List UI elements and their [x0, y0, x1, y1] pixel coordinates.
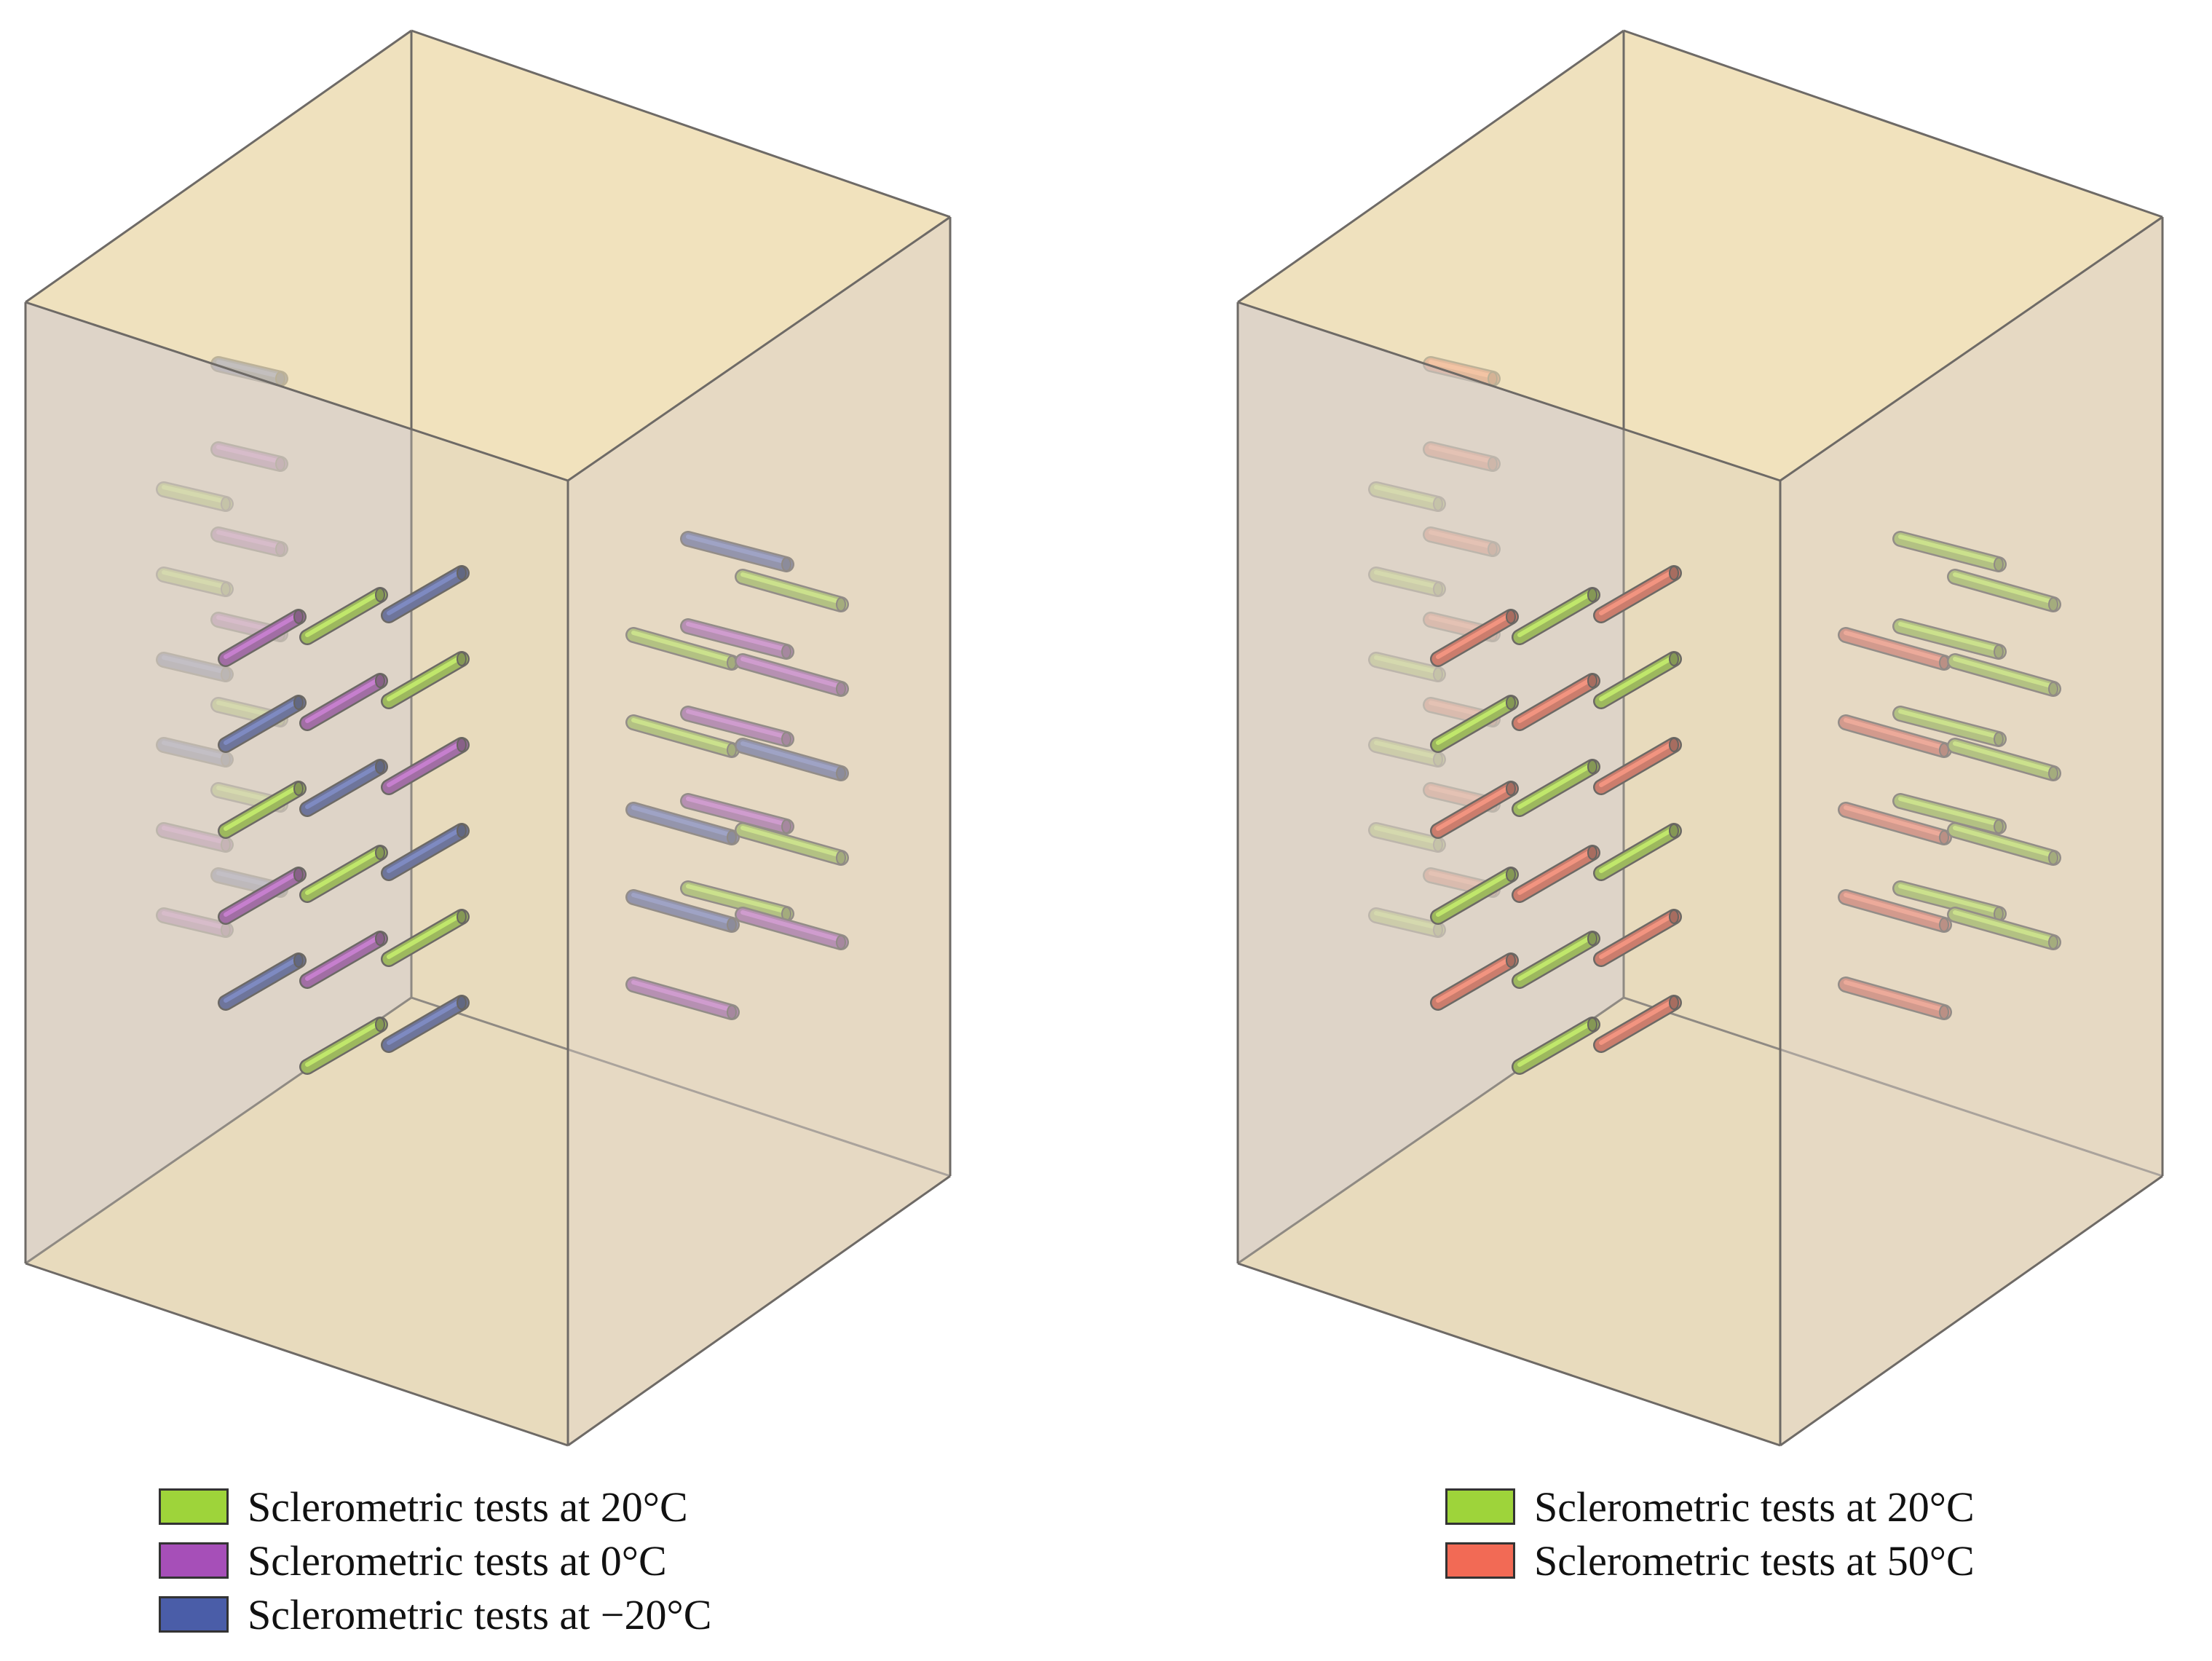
- left-rod-back-faded: [156, 737, 234, 768]
- left-rod-back-faded: [156, 481, 234, 512]
- legend-label-50c: Sclerometric tests at 50°C: [1534, 1536, 1975, 1585]
- legend-item-0c: Sclerometric tests at 0°C: [159, 1534, 711, 1587]
- right-rod-front: [1430, 609, 1519, 667]
- left-rod-front: [299, 845, 388, 903]
- left-edge: [25, 1262, 569, 1447]
- legend-item-20c-right: Sclerometric tests at 20°C: [1445, 1480, 1975, 1534]
- left-rod-back-faded: [156, 567, 234, 597]
- left-edge: [411, 29, 951, 218]
- legend-label-20c: Sclerometric tests at 20°C: [248, 1483, 688, 1531]
- right-rod-front: [1593, 823, 1682, 881]
- right-edge: [1237, 301, 1781, 482]
- left-rod-front: [381, 737, 470, 795]
- left-rod-front: [381, 651, 470, 709]
- legend-label-20c-right: Sclerometric tests at 20°C: [1534, 1483, 1975, 1531]
- left-edge: [25, 29, 412, 304]
- left-front-right-face: [568, 217, 950, 1445]
- legend-swatch-minus20c: [159, 1596, 229, 1633]
- right-rod-front: [1593, 909, 1682, 967]
- right-rod-front: [1430, 781, 1519, 839]
- left-rod-front: [299, 1017, 388, 1075]
- right-top-face: [1238, 31, 2162, 481]
- right-rod-front: [1512, 845, 1600, 903]
- left-rod-back-faded: [156, 822, 234, 853]
- legend-label-minus20c: Sclerometric tests at −20°C: [248, 1590, 712, 1638]
- left-rod-front: [299, 673, 388, 731]
- left-rod-front: [218, 952, 307, 1011]
- left-rod-front: [218, 781, 307, 839]
- right-rod-front: [1430, 695, 1519, 753]
- right-rod-back-faded: [1368, 822, 1446, 853]
- left-rod-front: [218, 867, 307, 925]
- right-rod-back-faded: [1423, 526, 1501, 557]
- right-rod-front: [1512, 673, 1600, 731]
- right-rod-back-faded: [1368, 481, 1446, 512]
- right-rod-front: [1593, 737, 1682, 795]
- left-edge: [25, 301, 569, 482]
- legend-left: Sclerometric tests at 20°C Sclerometric …: [159, 1480, 711, 1641]
- left-rod-front: [381, 565, 470, 623]
- right-rod-back-faded: [1423, 356, 1501, 387]
- right-rod-front: [1512, 587, 1600, 645]
- left-rod-front: [381, 823, 470, 881]
- left-top-face: [25, 31, 950, 481]
- box-right-figure: [1236, 29, 2164, 1447]
- right-rod-back-faded: [1368, 652, 1446, 682]
- left-rod-front: [381, 995, 470, 1053]
- right-front-left-face: [1238, 302, 1780, 1445]
- left-edge: [567, 216, 951, 482]
- right-front-right-face: [1780, 217, 2162, 1445]
- right-rod-back-faded: [1368, 567, 1446, 597]
- left-rod-back-faded: [210, 526, 288, 557]
- legend-right: Sclerometric tests at 20°C Sclerometric …: [1445, 1480, 1975, 1587]
- legend-label-0c: Sclerometric tests at 0°C: [248, 1536, 667, 1585]
- legend-item-50c: Sclerometric tests at 50°C: [1445, 1534, 1975, 1587]
- legend-swatch-0c: [159, 1542, 229, 1579]
- legend-swatch-20c: [159, 1488, 229, 1525]
- right-edge: [1237, 29, 1624, 304]
- right-rod-front: [1430, 952, 1519, 1011]
- left-rod-back-faded: [210, 356, 288, 387]
- right-rod-front: [1512, 1017, 1600, 1075]
- right-rod-front: [1593, 651, 1682, 709]
- right-rod-front: [1512, 931, 1600, 989]
- right-rod-front: [1430, 867, 1519, 925]
- right-edge: [1780, 1175, 2163, 1447]
- right-edge: [1237, 1262, 1781, 1447]
- left-rod-front: [218, 609, 307, 667]
- legend-swatch-50c: [1445, 1542, 1515, 1579]
- left-rod-front: [381, 909, 470, 967]
- right-rod-front: [1593, 995, 1682, 1053]
- right-edge: [1780, 216, 2163, 482]
- right-rod-front: [1593, 565, 1682, 623]
- left-rod-front: [218, 695, 307, 753]
- left-front-left-face: [25, 302, 568, 1445]
- left-rod-front: [299, 931, 388, 989]
- right-rod-back-faded: [1423, 441, 1501, 472]
- right-rod-back-faded: [1368, 737, 1446, 768]
- left-rod-front: [299, 587, 388, 645]
- right-edge: [1623, 29, 2163, 218]
- left-rod-front: [299, 759, 388, 817]
- left-edge: [567, 1175, 951, 1447]
- box-left-figure: [24, 29, 952, 1447]
- left-rod-back-faded: [156, 907, 234, 938]
- legend-item-minus20c: Sclerometric tests at −20°C: [159, 1587, 711, 1641]
- left-rod-back-faded: [156, 652, 234, 682]
- right-rod-back-faded: [1368, 907, 1446, 938]
- right-rod-front: [1512, 759, 1600, 817]
- legend-item-20c: Sclerometric tests at 20°C: [159, 1480, 711, 1534]
- left-rod-back-faded: [210, 441, 288, 472]
- legend-swatch-20c-right: [1445, 1488, 1515, 1525]
